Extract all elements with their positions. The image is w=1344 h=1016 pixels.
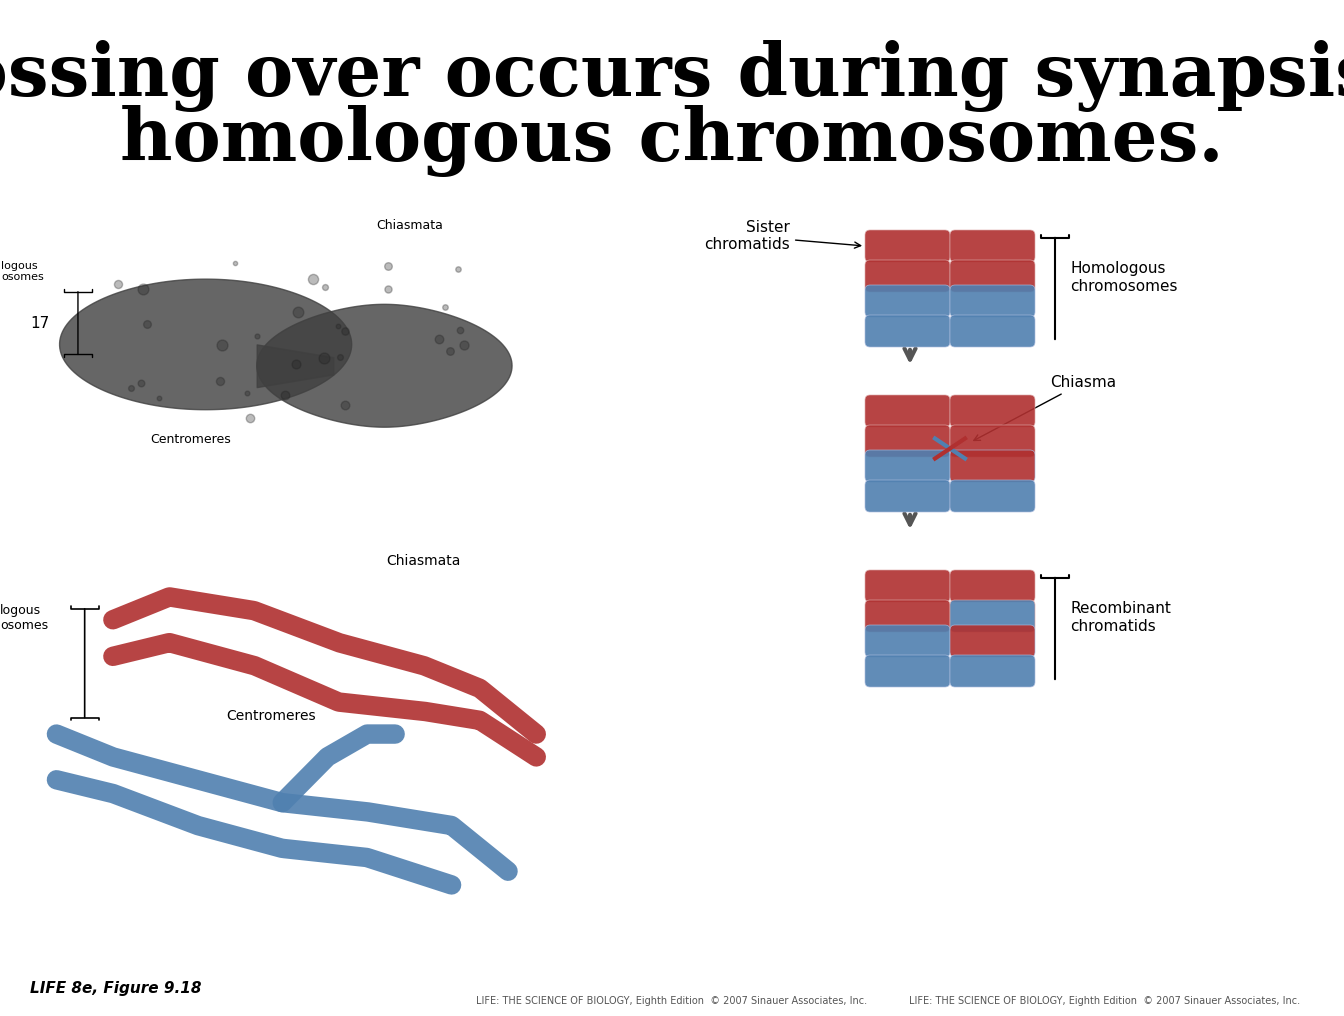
Text: Centromeres: Centromeres xyxy=(226,709,316,723)
FancyBboxPatch shape xyxy=(950,600,1035,632)
FancyBboxPatch shape xyxy=(866,625,950,657)
Text: LIFE: THE SCIENCE OF BIOLOGY, Eighth Edition  © 2007 Sinauer Associates, Inc.: LIFE: THE SCIENCE OF BIOLOGY, Eighth Edi… xyxy=(476,996,868,1006)
Text: LIFE 8e, Figure 9.18: LIFE 8e, Figure 9.18 xyxy=(30,981,202,996)
FancyBboxPatch shape xyxy=(866,655,950,687)
FancyBboxPatch shape xyxy=(866,395,950,427)
FancyBboxPatch shape xyxy=(950,425,1035,457)
FancyBboxPatch shape xyxy=(950,230,1035,262)
FancyBboxPatch shape xyxy=(866,450,950,482)
Text: homologous chromosomes.: homologous chromosomes. xyxy=(120,105,1224,177)
FancyBboxPatch shape xyxy=(866,425,950,457)
FancyBboxPatch shape xyxy=(866,480,950,512)
FancyBboxPatch shape xyxy=(950,315,1035,347)
FancyBboxPatch shape xyxy=(950,395,1035,427)
Text: Crossing over occurs during synapsis of: Crossing over occurs during synapsis of xyxy=(0,40,1344,112)
FancyBboxPatch shape xyxy=(866,230,950,262)
FancyBboxPatch shape xyxy=(866,260,950,292)
FancyBboxPatch shape xyxy=(866,315,950,347)
Polygon shape xyxy=(59,279,352,409)
Text: Chiasmata: Chiasmata xyxy=(376,219,444,233)
Text: logous
osomes: logous osomes xyxy=(0,604,48,632)
Text: Recombinant
chromatids: Recombinant chromatids xyxy=(1070,601,1171,634)
FancyBboxPatch shape xyxy=(866,285,950,317)
FancyBboxPatch shape xyxy=(950,655,1035,687)
FancyBboxPatch shape xyxy=(950,480,1035,512)
Text: Sister
chromatids: Sister chromatids xyxy=(704,219,860,252)
FancyBboxPatch shape xyxy=(950,260,1035,292)
FancyBboxPatch shape xyxy=(950,285,1035,317)
Text: Chiasmata: Chiasmata xyxy=(386,554,461,568)
Text: logous
osomes: logous osomes xyxy=(1,261,44,282)
FancyBboxPatch shape xyxy=(866,600,950,632)
Text: LIFE: THE SCIENCE OF BIOLOGY, Eighth Edition  © 2007 Sinauer Associates, Inc.: LIFE: THE SCIENCE OF BIOLOGY, Eighth Edi… xyxy=(909,996,1300,1006)
Text: Chiasma: Chiasma xyxy=(974,375,1116,441)
Polygon shape xyxy=(257,305,512,427)
Text: Homologous
chromosomes: Homologous chromosomes xyxy=(1070,261,1177,294)
FancyBboxPatch shape xyxy=(950,570,1035,602)
FancyBboxPatch shape xyxy=(950,625,1035,657)
FancyBboxPatch shape xyxy=(866,570,950,602)
FancyBboxPatch shape xyxy=(950,450,1035,482)
Text: Centromeres: Centromeres xyxy=(151,433,231,446)
Text: 17: 17 xyxy=(30,316,50,331)
